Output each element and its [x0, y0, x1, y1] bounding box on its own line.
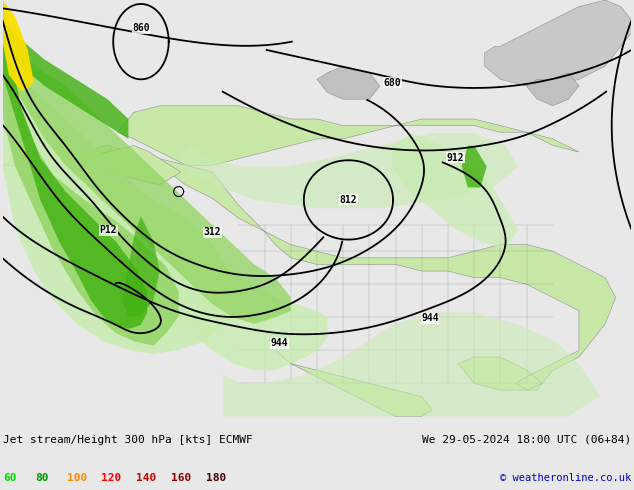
Text: 312: 312 — [204, 227, 221, 238]
Polygon shape — [223, 313, 600, 416]
Text: 120: 120 — [101, 473, 122, 483]
Text: P12: P12 — [100, 225, 117, 235]
Polygon shape — [462, 146, 487, 187]
Polygon shape — [392, 133, 518, 250]
Text: 944: 944 — [271, 338, 288, 348]
Polygon shape — [122, 217, 160, 317]
Text: 180: 180 — [206, 473, 226, 483]
Polygon shape — [3, 33, 291, 324]
Polygon shape — [3, 146, 616, 390]
Polygon shape — [3, 0, 235, 354]
Polygon shape — [3, 0, 179, 346]
Text: Jet stream/Height 300 hPa [kts] ECMWF: Jet stream/Height 300 hPa [kts] ECMWF — [3, 435, 253, 445]
Text: 680: 680 — [384, 78, 401, 88]
Text: 160: 160 — [171, 473, 191, 483]
Polygon shape — [3, 59, 328, 370]
Text: 60: 60 — [3, 473, 16, 483]
Text: 140: 140 — [136, 473, 157, 483]
Polygon shape — [3, 0, 34, 92]
Text: 944: 944 — [422, 313, 439, 323]
Polygon shape — [3, 146, 181, 185]
Text: 812: 812 — [340, 195, 357, 205]
Polygon shape — [275, 350, 432, 416]
Polygon shape — [179, 133, 518, 208]
Text: We 29-05-2024 18:00 UTC (06+84): We 29-05-2024 18:00 UTC (06+84) — [422, 435, 631, 445]
Text: 80: 80 — [35, 473, 48, 483]
Polygon shape — [3, 0, 147, 329]
Polygon shape — [484, 0, 631, 86]
Polygon shape — [3, 20, 128, 139]
Text: 912: 912 — [446, 153, 464, 163]
Text: 860: 860 — [132, 24, 150, 33]
Text: © weatheronline.co.uk: © weatheronline.co.uk — [500, 473, 631, 483]
Polygon shape — [118, 106, 579, 165]
Polygon shape — [317, 66, 380, 99]
Polygon shape — [527, 73, 579, 106]
Text: 100: 100 — [67, 473, 87, 483]
